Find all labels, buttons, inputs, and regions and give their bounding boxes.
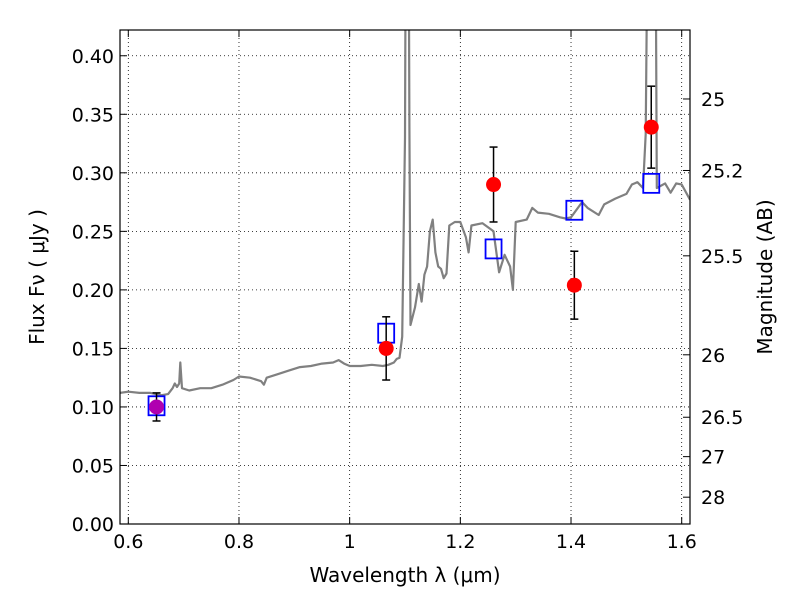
y2-tick-label: 26.5 [701,407,743,429]
observed-flux-point [643,119,659,135]
y-tick-label: 0.40 [72,46,114,68]
observed-flux-point [566,277,582,293]
model-photometry-square [484,238,503,260]
x-axis-label: Wavelength λ (μm) [309,563,500,587]
y2-tick-label: 25 [701,89,725,111]
x-tick-label: 1.4 [556,531,586,553]
x-tick-label: 0.6 [113,531,143,553]
y-tick-label: 0.05 [72,455,114,477]
x-tick-label: 1 [344,531,356,553]
x-tick-label: 1.2 [445,531,475,553]
y2-tick-label: 26 [701,345,725,367]
y-tick-label: 0.00 [72,514,114,536]
y2-tick-label: 25.2 [701,160,743,182]
y-tick-label: 0.25 [72,221,114,243]
y-tick-label: 0.15 [72,338,114,360]
observed-flux-point [149,399,165,415]
model-spectrum-line [120,30,690,397]
y-tick-label: 0.35 [72,104,114,126]
y-tick-label: 0.20 [72,280,114,302]
y2-tick-label: 27 [701,447,725,469]
y-axis-label: Flux Fν ( μJy ) [25,209,49,345]
y2-axis-label: Magnitude (AB) [753,199,777,354]
model-photometry-square [565,199,584,221]
model-photometry-square [642,172,661,194]
y2-tick-label: 28 [701,487,725,509]
observed-flux-point [378,340,394,356]
axis-ticks: 0.6 0.8 1 1.2 1.4 1.6 0.00 0.05 0.10 0.15 0.20 0.25… [72,30,743,553]
y-tick-label: 0.30 [72,163,114,185]
y2-tick-label: 25.5 [701,246,743,268]
plot-markers [147,85,661,422]
x-tick-label: 1.6 [667,531,697,553]
y-tick-label: 0.10 [72,397,114,419]
plot-frame [119,29,691,525]
plot-data [120,30,690,397]
x-tick-label: 0.8 [224,531,254,553]
observed-flux-point [486,177,502,193]
